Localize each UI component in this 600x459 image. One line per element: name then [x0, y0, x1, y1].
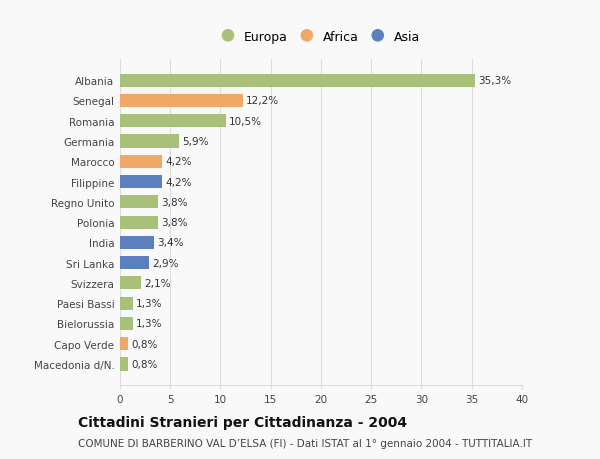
Bar: [120, 196, 158, 209]
Bar: [120, 358, 128, 371]
Legend: Europa, Africa, Asia: Europa, Africa, Asia: [218, 27, 424, 47]
Bar: [120, 297, 133, 310]
Text: 1,3%: 1,3%: [136, 319, 163, 329]
Text: 0,8%: 0,8%: [131, 339, 157, 349]
Text: 4,2%: 4,2%: [165, 157, 192, 167]
Text: 4,2%: 4,2%: [165, 177, 192, 187]
Text: 5,9%: 5,9%: [182, 137, 209, 147]
Text: COMUNE DI BARBERINO VAL D’ELSA (FI) - Dati ISTAT al 1° gennaio 2004 - TUTTITALIA: COMUNE DI BARBERINO VAL D’ELSA (FI) - Da…: [78, 438, 532, 448]
Bar: [120, 257, 149, 269]
Bar: [120, 176, 162, 189]
Text: 2,1%: 2,1%: [144, 278, 170, 288]
Text: 12,2%: 12,2%: [245, 96, 279, 106]
Text: 3,8%: 3,8%: [161, 197, 188, 207]
Bar: [120, 135, 179, 148]
Text: 2,9%: 2,9%: [152, 258, 179, 268]
Text: Cittadini Stranieri per Cittadinanza - 2004: Cittadini Stranieri per Cittadinanza - 2…: [78, 415, 407, 429]
Bar: [120, 156, 162, 168]
Bar: [120, 216, 158, 229]
Text: 10,5%: 10,5%: [229, 117, 262, 127]
Bar: [120, 236, 154, 249]
Text: 3,8%: 3,8%: [161, 218, 188, 228]
Text: 3,4%: 3,4%: [157, 238, 184, 248]
Text: 35,3%: 35,3%: [478, 76, 511, 86]
Bar: [120, 74, 475, 88]
Bar: [120, 337, 128, 351]
Text: 0,8%: 0,8%: [131, 359, 157, 369]
Bar: [120, 115, 226, 128]
Text: 1,3%: 1,3%: [136, 298, 163, 308]
Bar: [120, 277, 141, 290]
Bar: [120, 95, 242, 108]
Bar: [120, 317, 133, 330]
